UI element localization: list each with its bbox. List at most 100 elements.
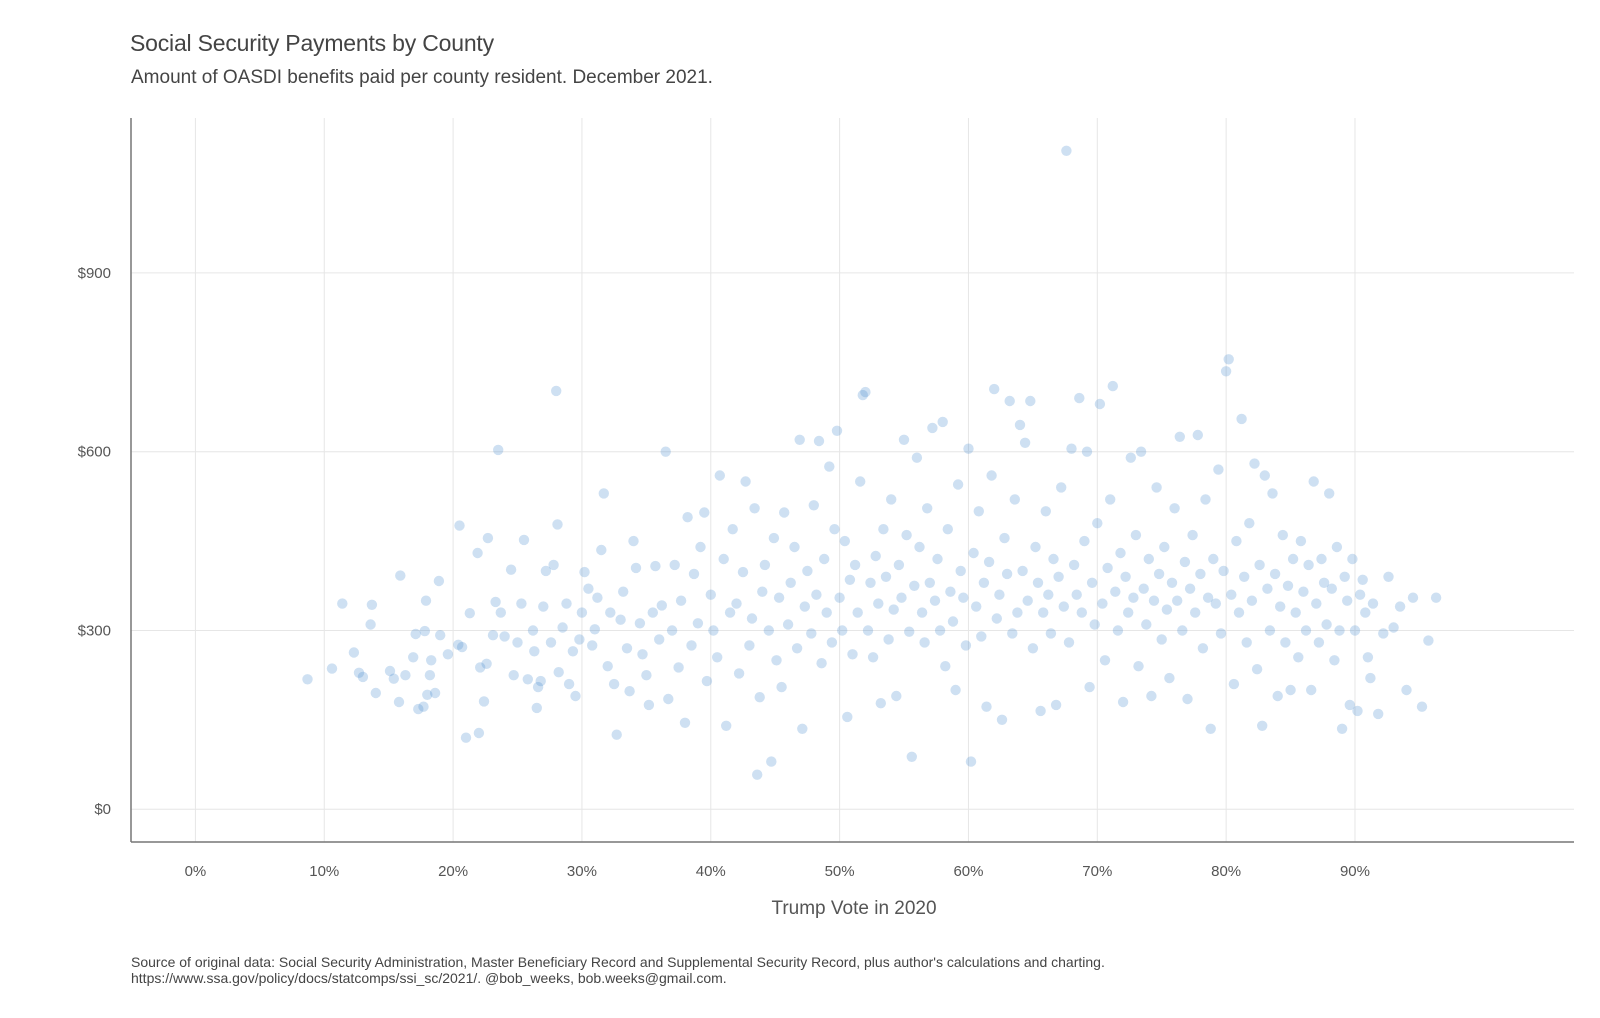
chart-subtitle: Amount of OASDI benefits paid per county… — [131, 67, 713, 88]
data-point — [1388, 622, 1399, 633]
data-point — [1161, 604, 1173, 615]
data-point — [592, 592, 603, 603]
data-point — [909, 580, 920, 591]
data-point — [1218, 565, 1229, 577]
data-point — [1367, 598, 1379, 609]
data-point — [654, 634, 665, 645]
data-point — [960, 640, 972, 651]
x-tick-label-4: 40% — [696, 863, 726, 880]
data-point — [844, 574, 856, 585]
data-point — [1331, 541, 1343, 553]
data-point — [1120, 571, 1131, 582]
data-point — [922, 503, 933, 514]
data-point — [516, 598, 527, 609]
data-point — [1300, 625, 1312, 636]
data-point — [567, 646, 579, 657]
data-point — [388, 673, 399, 684]
data-point — [1324, 488, 1335, 499]
data-point — [797, 723, 808, 734]
source-line-2: https://www.ssa.gov/policy/docs/statcomp… — [131, 970, 727, 986]
data-point — [994, 589, 1005, 600]
data-point — [955, 565, 966, 577]
data-point — [1061, 145, 1072, 156]
data-point — [1373, 708, 1384, 720]
data-point — [1056, 482, 1067, 493]
data-point — [737, 566, 749, 578]
data-point — [353, 667, 365, 678]
data-point — [545, 637, 557, 648]
data-point — [493, 444, 504, 456]
data-point — [1110, 586, 1121, 597]
data-point — [945, 586, 956, 597]
data-point — [1347, 553, 1358, 565]
data-point — [630, 562, 642, 574]
data-point — [1135, 446, 1147, 457]
data-point — [883, 634, 894, 645]
data-point — [802, 565, 813, 577]
data-point — [808, 500, 819, 511]
data-point — [819, 553, 830, 565]
data-point — [563, 678, 575, 690]
data-point — [1213, 464, 1224, 475]
data-point — [1030, 541, 1041, 553]
data-point — [968, 547, 979, 559]
data-point — [637, 649, 648, 660]
source-note: Source of original data: Social Security… — [131, 954, 1105, 986]
data-point — [370, 687, 381, 699]
chart-title: Social Security Payments by County — [130, 30, 494, 56]
data-point — [1017, 565, 1028, 577]
x-tick-label-6: 60% — [953, 863, 983, 880]
data-point — [1027, 643, 1039, 654]
data-point — [1177, 625, 1188, 636]
data-point — [1383, 571, 1394, 582]
data-point — [1192, 429, 1204, 441]
data-point — [576, 607, 588, 618]
data-point — [733, 668, 745, 679]
data-point — [870, 550, 881, 562]
x-tick-label-8: 80% — [1211, 863, 1241, 880]
data-point — [548, 559, 559, 571]
data-point — [906, 751, 917, 762]
data-point — [505, 564, 517, 575]
data-point — [1123, 607, 1134, 618]
data-point — [1004, 395, 1015, 407]
x-tick-label-2: 20% — [438, 863, 468, 880]
data-point — [971, 601, 982, 612]
data-point — [589, 624, 600, 635]
data-point — [880, 571, 892, 582]
data-point — [937, 416, 948, 428]
x-tick-label-1: 10% — [309, 863, 339, 880]
data-point — [768, 532, 780, 544]
data-point — [663, 693, 674, 705]
data-point — [608, 678, 620, 690]
data-point — [422, 689, 433, 700]
data-point — [1012, 607, 1023, 618]
data-point — [1182, 693, 1193, 705]
data-point — [1001, 568, 1013, 580]
data-point — [776, 681, 787, 693]
data-point — [634, 618, 646, 629]
grid-lines — [131, 118, 1574, 842]
data-point — [721, 720, 732, 731]
data-point — [418, 701, 429, 712]
data-point — [621, 643, 633, 654]
data-point — [794, 434, 805, 445]
x-tick-label-3: 30% — [567, 863, 597, 880]
data-point — [1339, 571, 1350, 582]
data-point — [692, 618, 704, 629]
data-point — [752, 769, 763, 780]
data-point — [831, 425, 843, 436]
data-point — [862, 625, 874, 636]
data-point — [708, 625, 719, 636]
data-point — [1032, 577, 1044, 588]
x-tick-label-5: 50% — [825, 863, 855, 880]
data-point — [1244, 518, 1255, 529]
data-point — [1094, 398, 1106, 410]
data-point — [1259, 470, 1271, 481]
data-point — [1329, 655, 1340, 666]
data-point — [1074, 392, 1085, 404]
data-point — [357, 671, 369, 683]
data-point — [782, 619, 794, 630]
data-point — [1014, 419, 1026, 431]
data-point — [1423, 635, 1434, 646]
